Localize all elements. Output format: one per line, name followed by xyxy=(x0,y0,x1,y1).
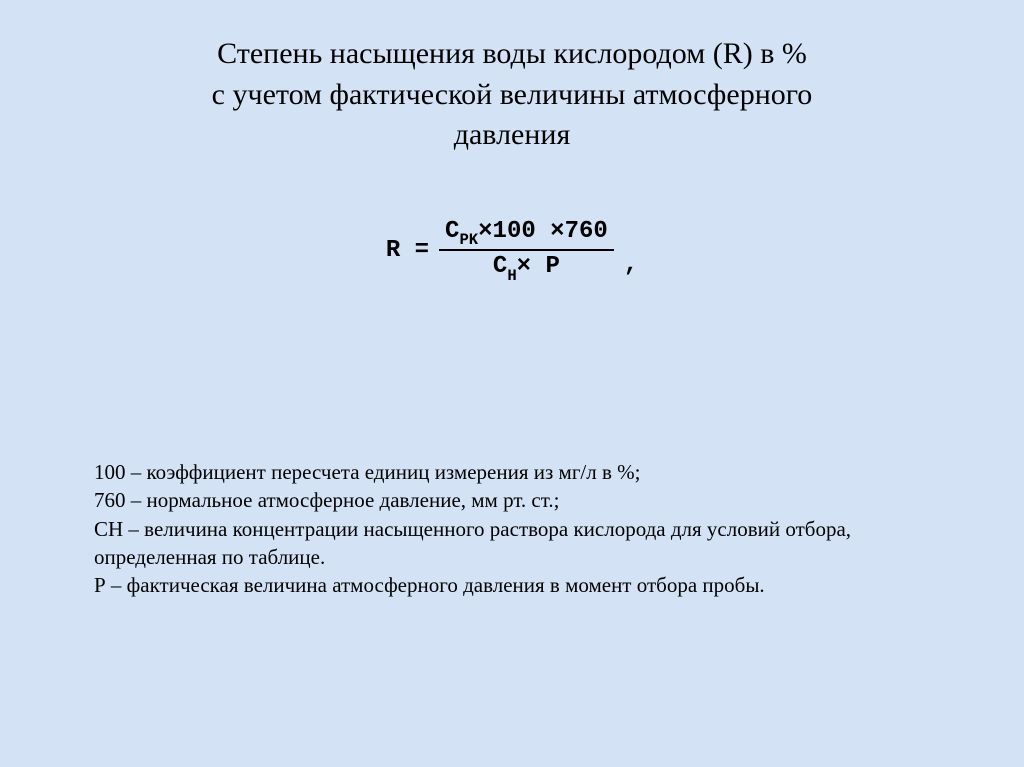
den-sub: H xyxy=(507,267,516,285)
title-line-2: с учетом фактической величины атмосферно… xyxy=(212,78,813,111)
definition-100: 100 – коэффициент пересчета единиц измер… xyxy=(94,458,930,486)
formula-denominator: CH× P xyxy=(487,251,566,285)
num-sub: PK xyxy=(459,231,478,249)
num-c: C xyxy=(445,218,459,245)
den-rest: × P xyxy=(517,253,560,280)
definition-ch: СН – величина концентрации насыщенного р… xyxy=(94,515,930,572)
definition-760: 760 – нормальное атмосферное давление, м… xyxy=(94,486,930,514)
title-line-1: Степень насыщения воды кислородом (R) в … xyxy=(217,37,807,70)
definitions-block: 100 – коэффициент пересчета единиц измер… xyxy=(94,458,930,600)
slide-title: Степень насыщения воды кислородом (R) в … xyxy=(0,0,1024,156)
formula-numerator: CPK×100 ×760 xyxy=(439,216,614,250)
den-c: C xyxy=(493,253,507,280)
formula: R = CPK×100 ×760 CH× P , xyxy=(0,216,1024,286)
formula-lhs: R = xyxy=(386,237,429,264)
num-rest: ×100 ×760 xyxy=(478,218,608,245)
formula-trailing-comma: , xyxy=(624,251,638,278)
title-line-3: давления xyxy=(454,118,571,151)
formula-fraction: CPK×100 ×760 CH× P xyxy=(439,216,614,286)
definition-p: Р – фактическая величина атмосферного да… xyxy=(94,571,930,599)
